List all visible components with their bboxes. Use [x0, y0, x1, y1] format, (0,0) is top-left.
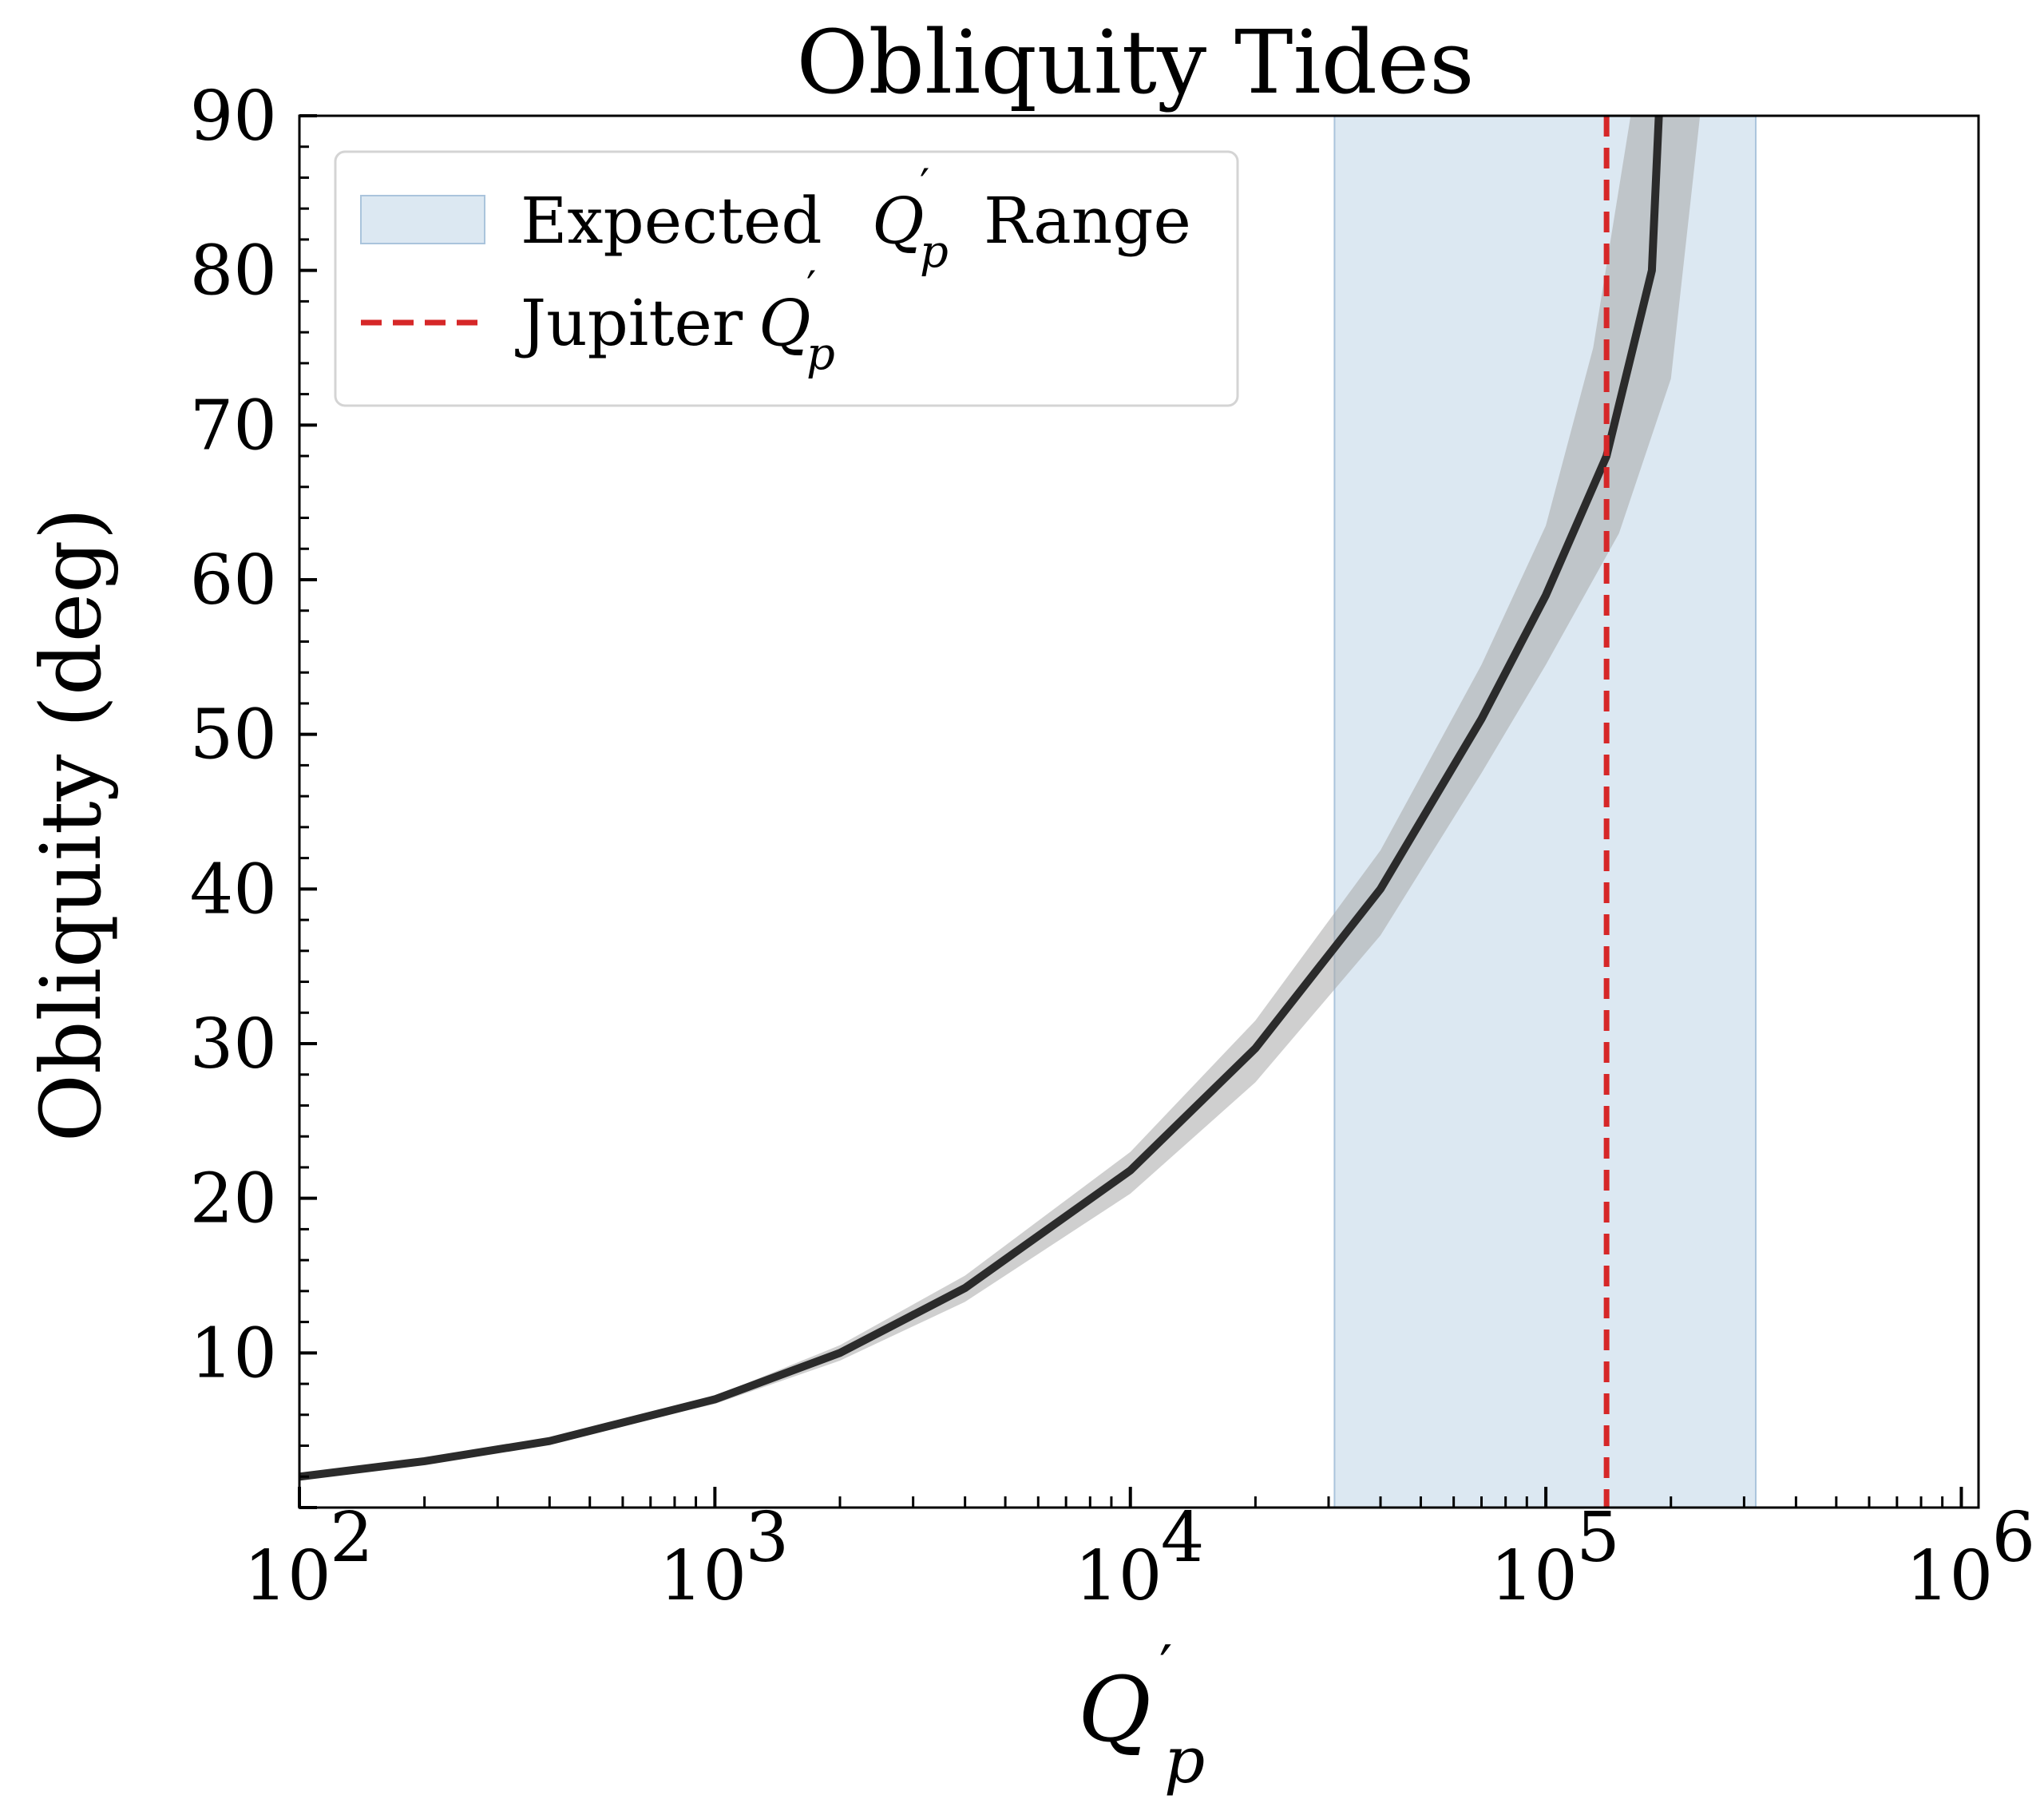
- x-tick-label: 104: [1075, 1498, 1204, 1616]
- legend-prime-symbol: ′: [920, 160, 929, 210]
- legend-text-expected: Expected: [521, 184, 822, 258]
- x-tick-label-base: 10: [244, 1536, 331, 1616]
- x-tick-labels: 102 103 104 105 106: [244, 1498, 2035, 1616]
- legend-box: [334, 150, 1239, 407]
- legend-swatch-expected-range: [360, 195, 485, 244]
- y-tick-label: 10: [190, 1314, 277, 1393]
- legend-label-expected-range: Expected Q ′ p Range: [521, 160, 1191, 278]
- x-tick-label-base: 10: [1490, 1536, 1577, 1616]
- x-tick-label-exponent: 5: [1576, 1498, 1620, 1578]
- legend: Expected Q ′ p Range Jupiter Q ′ p: [334, 150, 1239, 407]
- y-axis-title: Obliquity (deg): [22, 508, 120, 1143]
- legend-q-symbol-2: Q: [759, 286, 811, 360]
- legend-text-jupiter: Jupiter: [515, 286, 743, 360]
- y-tick-label: 70: [190, 386, 277, 466]
- legend-p-subscript: p: [920, 226, 949, 278]
- chart-title: Obliquity Tides: [796, 11, 1474, 113]
- legend-p-subscript-2: p: [806, 328, 835, 380]
- x-tick-label-base: 10: [1906, 1536, 1993, 1616]
- x-tick-label-exponent: 4: [1161, 1498, 1205, 1578]
- uncertainty-band: [299, 116, 1701, 1479]
- x-tick-label-base: 10: [660, 1536, 747, 1616]
- y-tick-label: 80: [190, 232, 277, 311]
- x-axis-title-prime: ′: [1159, 1633, 1172, 1700]
- y-tick-label: 60: [190, 541, 277, 620]
- obliquity-series: [299, 115, 1663, 1481]
- y-tick-label: 40: [190, 850, 277, 929]
- x-tick-label-base: 10: [1075, 1536, 1162, 1616]
- legend-text-range: Range: [984, 184, 1191, 258]
- axis-ticks: [298, 114, 1963, 1509]
- legend-q-symbol: Q: [872, 184, 925, 258]
- series-line-obliquity: [299, 115, 1663, 1481]
- x-tick-label: 103: [660, 1498, 789, 1616]
- legend-label-jupiter: Jupiter Q ′ p: [515, 262, 835, 380]
- x-axis-title-sub: p: [1164, 1723, 1205, 1797]
- x-tick-label: 106: [1906, 1498, 2035, 1616]
- legend-prime-symbol-2: ′: [806, 262, 816, 312]
- x-tick-label: 102: [244, 1498, 373, 1616]
- x-tick-label-exponent: 2: [330, 1498, 374, 1578]
- y-tick-labels: 10 20 30 40 50 60 70 80 90: [190, 77, 277, 1393]
- x-tick-label-exponent: 6: [1991, 1498, 2035, 1578]
- y-tick-label: 50: [190, 695, 277, 775]
- plot-frame: [298, 114, 1980, 1509]
- x-axis-title: Q p ′: [1078, 1633, 1205, 1797]
- y-tick-label: 30: [190, 1005, 277, 1084]
- expected-range-region: [1333, 115, 1757, 1508]
- y-tick-label: 90: [190, 77, 277, 157]
- expected-range-rect: [1333, 115, 1757, 1508]
- x-tick-label: 105: [1490, 1498, 1619, 1616]
- x-tick-label-exponent: 3: [745, 1498, 789, 1578]
- uncertainty-band-area: [299, 116, 1701, 1479]
- y-tick-label: 20: [190, 1159, 277, 1239]
- x-axis-title-main: Q: [1078, 1658, 1151, 1762]
